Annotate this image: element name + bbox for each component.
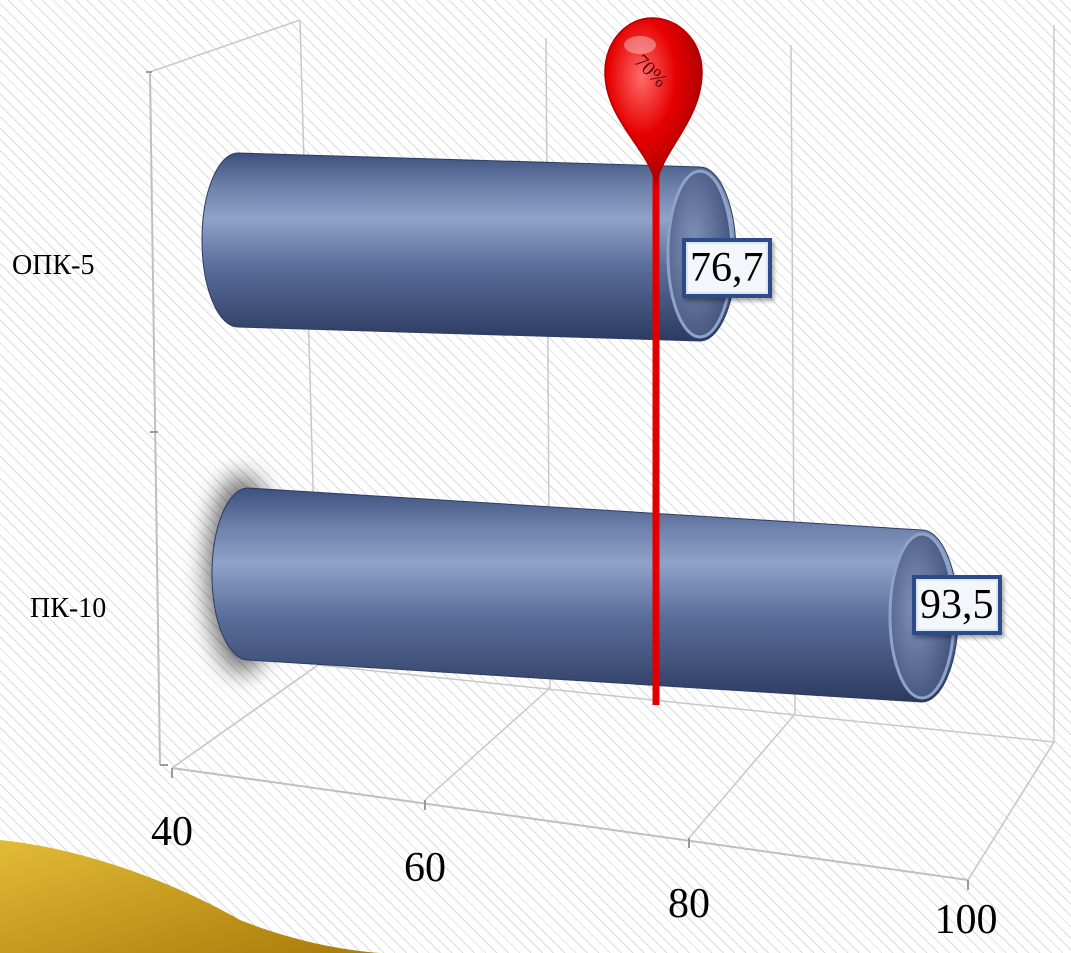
gridline-floor [688, 713, 796, 839]
data-label: 93,5 [912, 575, 1002, 635]
gridlines [171, 19, 1055, 890]
reference-pin-highlight [624, 36, 656, 54]
x-tick-label: 40 [151, 809, 193, 855]
axis-left-vertical [149, 71, 161, 766]
floor-back [317, 664, 1055, 743]
gridline-floor [424, 687, 551, 801]
x-tick-label: 60 [404, 845, 446, 891]
bar-body [211, 487, 959, 703]
chart-frame [146, 19, 1055, 881]
bar-body [201, 152, 737, 342]
reference-line [604, 17, 703, 705]
gridline-floor [967, 741, 1055, 881]
gridline-floor [171, 664, 319, 769]
axis-top-slant [149, 19, 301, 73]
x-tick-label: 100 [934, 897, 998, 943]
reference-pin [604, 17, 703, 186]
bars [201, 152, 959, 703]
category-label: ОПК-5 [12, 250, 95, 281]
category-label: ПК-10 [30, 593, 107, 624]
data-label: 76,7 [682, 238, 772, 298]
x-tick-label: 80 [668, 881, 710, 927]
axis-bottom [171, 767, 969, 881]
bar [206, 474, 959, 703]
